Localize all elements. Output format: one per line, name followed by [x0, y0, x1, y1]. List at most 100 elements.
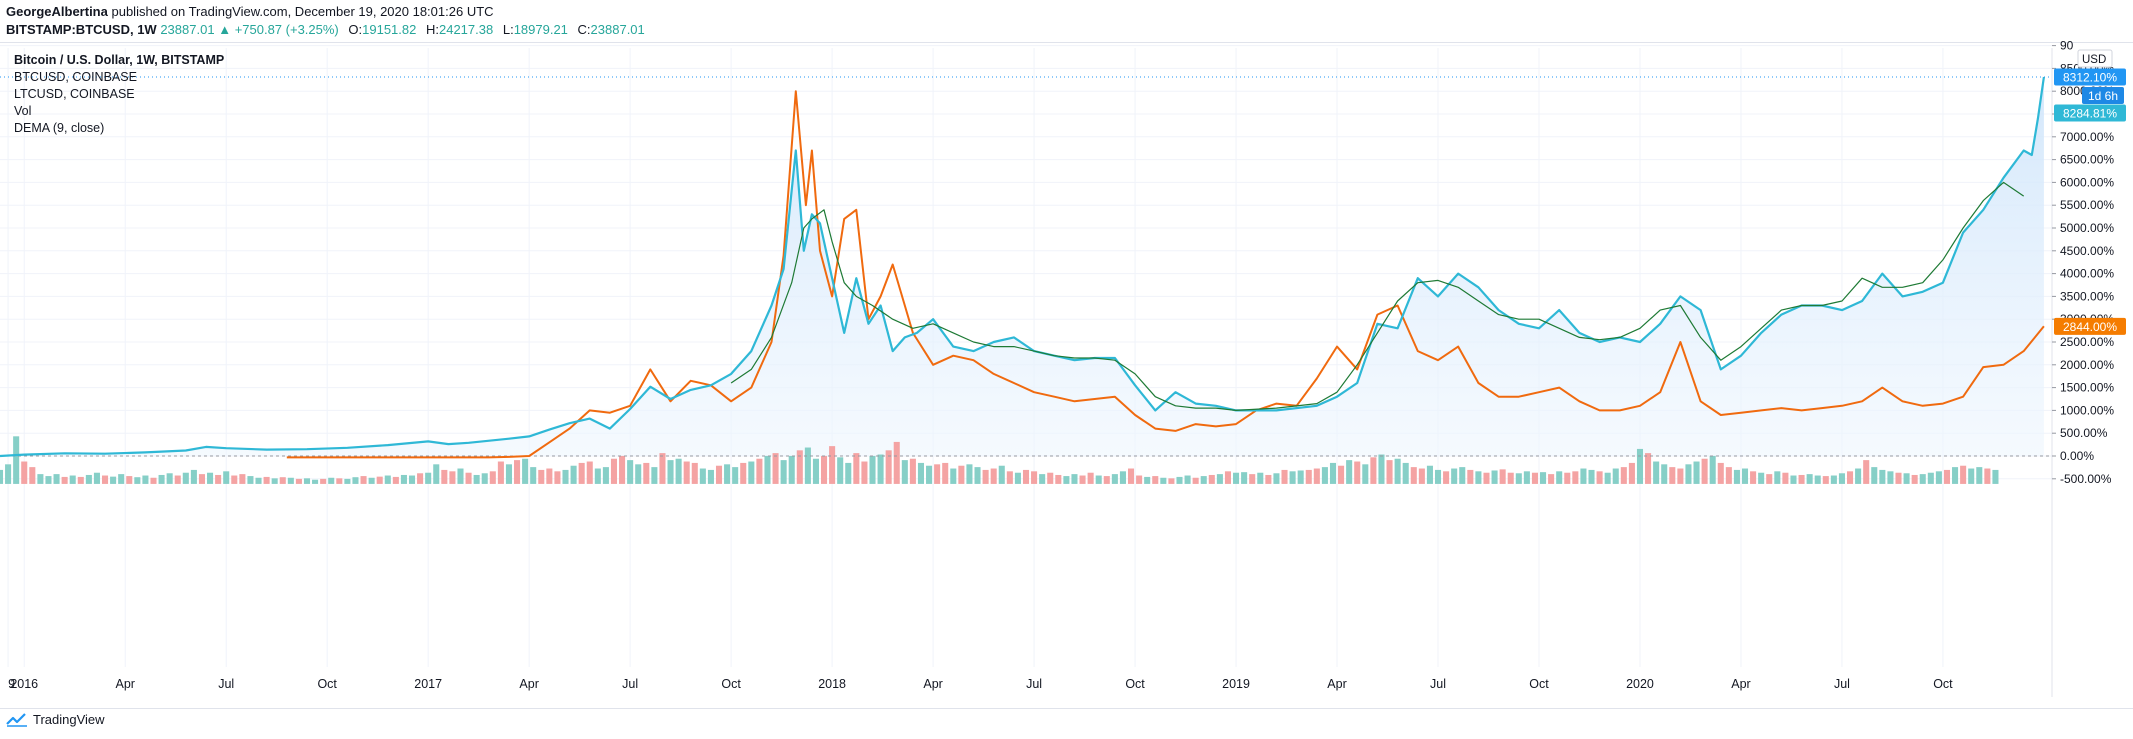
last-value-badges: 8312.10% 1d 6h 8284.81% 2844.00%	[2054, 68, 2126, 335]
x-tick-label: 2019	[1222, 677, 1250, 691]
volume-bar	[780, 460, 787, 484]
volume-bar	[433, 464, 440, 484]
volume-bar	[198, 474, 205, 484]
volume-bar	[101, 475, 109, 484]
volume-bar	[1451, 468, 1458, 484]
volume-bar	[602, 467, 609, 484]
volume-bar	[1669, 467, 1676, 484]
volume-bar	[1354, 461, 1361, 484]
x-tick-label: Jul	[622, 677, 638, 691]
volume-bar	[643, 462, 650, 484]
volume-bar	[1564, 472, 1571, 484]
badge-btc-bitstamp-bg	[2054, 68, 2126, 86]
volume-bar	[303, 478, 311, 484]
x-tick-label: 2017	[414, 677, 442, 691]
publish-info: GeorgeAlbertina published on TradingView…	[6, 4, 494, 19]
volume-bar	[1677, 468, 1684, 484]
volume-bar	[1863, 460, 1870, 484]
volume-bar	[1968, 468, 1975, 484]
volume-bar	[1071, 474, 1078, 484]
x-tick-label: Oct	[1125, 677, 1145, 691]
y-tick-label: 7000.00%	[2060, 130, 2114, 144]
volume-bar	[1410, 467, 1417, 484]
volume-bar	[1103, 476, 1110, 484]
volume-bar	[1265, 474, 1272, 484]
volume-bar	[417, 473, 424, 484]
volume-bar	[667, 460, 674, 484]
volume-bar	[77, 476, 84, 484]
volume-bar	[562, 469, 569, 484]
volume-bar	[821, 455, 828, 484]
volume-bar	[126, 476, 133, 484]
volume-bar	[182, 472, 189, 484]
volume-bar	[1006, 471, 1013, 484]
volume-bar	[1459, 467, 1466, 484]
x-tick-label: 9	[8, 677, 15, 691]
volume-bar	[1321, 467, 1328, 484]
volume-bar	[732, 467, 739, 484]
author-name[interactable]: GeorgeAlbertina	[6, 4, 108, 19]
volume-bar	[1136, 475, 1143, 484]
volume-bar	[659, 453, 666, 484]
volume-bar	[893, 441, 900, 484]
volume-bar	[1079, 475, 1086, 484]
volume-bar	[1386, 460, 1393, 484]
legend-compare-btc-coinbase[interactable]: BTCUSD, COINBASE	[14, 70, 137, 84]
badge-ltc-bg	[2054, 317, 2126, 335]
y-tick-label: 500.00%	[2060, 426, 2108, 440]
volume-bar	[1168, 478, 1175, 484]
x-tick-label: Jul	[1026, 677, 1042, 691]
volume-bar	[982, 469, 989, 484]
volume-bar	[376, 476, 383, 484]
y-tick-label: 4000.00%	[2060, 267, 2114, 281]
volume-bar	[69, 475, 76, 484]
volume-bar	[352, 477, 359, 484]
volume-bar	[942, 462, 949, 484]
volume-bar	[1685, 464, 1692, 484]
volume-bar	[223, 471, 230, 484]
y-tick-label: 6000.00%	[2060, 175, 2114, 189]
legend-volume[interactable]: Vol	[14, 104, 32, 118]
volume-bar	[473, 474, 480, 484]
badge-ltc: 2844.00%	[2063, 320, 2117, 334]
volume-bar	[1572, 471, 1579, 484]
volume-bar	[1338, 465, 1345, 484]
volume-bar	[1281, 469, 1288, 484]
volume-bar	[950, 468, 957, 484]
volume-bar	[287, 477, 294, 484]
volume-bar	[408, 475, 416, 484]
volume-bar	[110, 476, 117, 484]
volume-bar	[1750, 471, 1757, 484]
volume-bar	[312, 479, 319, 484]
volume-bar	[465, 472, 472, 484]
currency-box	[2077, 49, 2113, 68]
footer-brand[interactable]: TradingView	[6, 712, 105, 727]
x-tick-label: 2016	[10, 677, 38, 691]
legend-compare-ltc-coinbase[interactable]: LTCUSD, COINBASE	[14, 87, 135, 101]
x-tick-label: 2018	[818, 677, 846, 691]
volume-bar	[1111, 474, 1118, 484]
volume-bar	[1588, 469, 1595, 484]
volume-bar	[853, 453, 860, 484]
volume-bar	[1022, 469, 1030, 484]
y-tick-label: 5500.00%	[2060, 198, 2114, 212]
volume-bar	[651, 467, 658, 484]
volume-bar	[1717, 462, 1724, 484]
volume-bar	[1523, 471, 1530, 484]
volume-bar	[134, 477, 141, 484]
legend-dema[interactable]: DEMA (9, close)	[14, 121, 105, 135]
btc-coinbase-line	[0, 78, 2045, 457]
legend-main-series[interactable]: Bitcoin / U.S. Dollar, 1W, BITSTAMP	[14, 53, 225, 67]
volume-bar	[5, 464, 12, 484]
volume-bar	[118, 474, 125, 484]
y-tick-label: 3500.00%	[2060, 289, 2114, 303]
volume-bar	[1612, 468, 1619, 484]
open-label: O:	[348, 22, 363, 37]
volume-bar	[0, 469, 4, 484]
volume-bar	[788, 455, 795, 484]
volume-bar	[740, 462, 747, 484]
volume-bar	[328, 477, 335, 484]
x-tick-label: Oct	[721, 677, 741, 691]
volume-bar	[150, 477, 157, 484]
